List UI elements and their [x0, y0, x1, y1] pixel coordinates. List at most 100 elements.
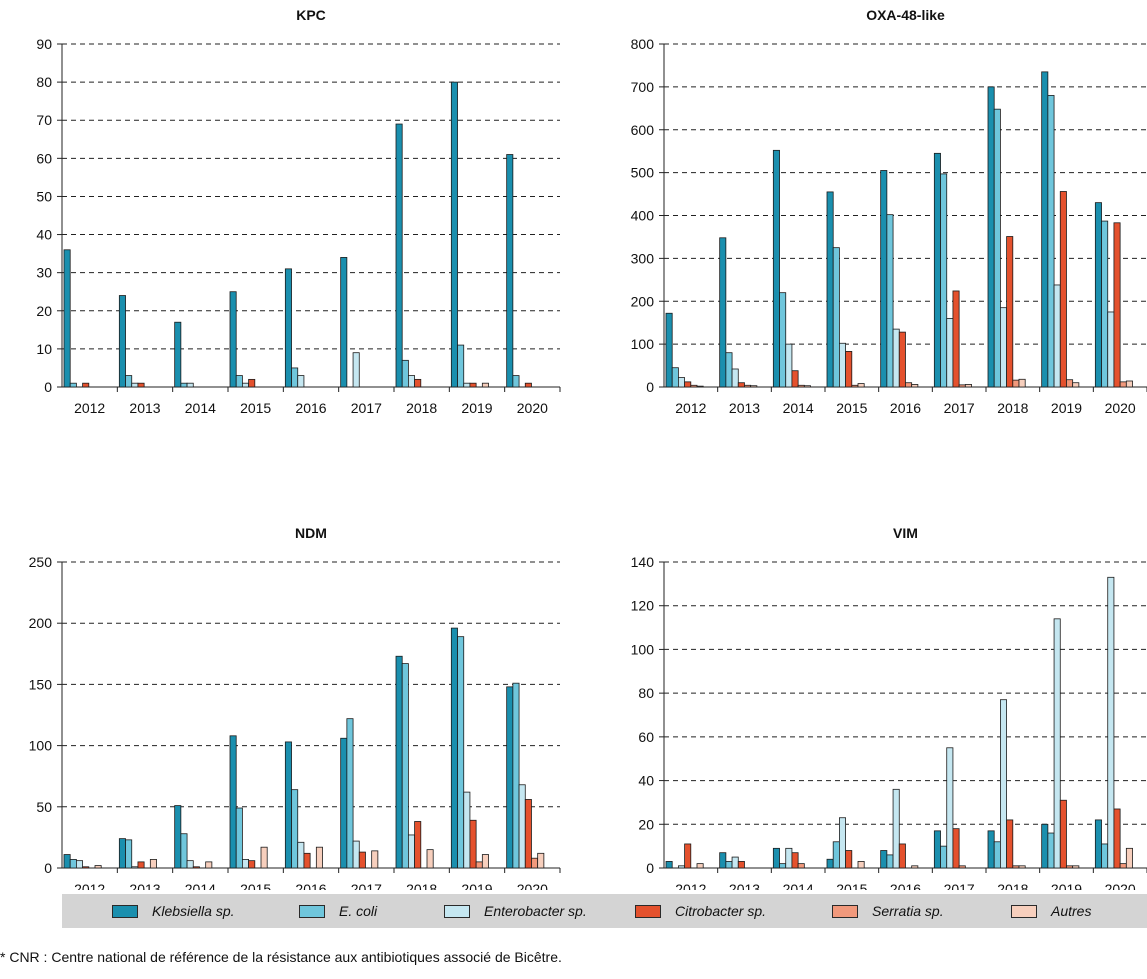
bar-e-coli-2018	[993, 108, 1001, 388]
bar-e-coli-2014	[180, 382, 188, 388]
chart-oxa-48-like: OXA-48-like 0 100 200 300 400 500 600 700 800 2012…	[631, 7, 1147, 416]
bar-klebsiella-sp-2012	[665, 861, 673, 869]
bar-autres-2020	[1125, 847, 1133, 869]
bar-citrobacter-sp-2020	[1113, 222, 1121, 388]
y-tick-label: 100	[631, 641, 655, 657]
y-tick-label: 100	[29, 738, 53, 754]
bar-autres-2018	[426, 849, 434, 869]
y-tick-label: 30	[36, 265, 52, 281]
bar-serratia-sp-2018	[1012, 865, 1020, 869]
bar-citrobacter-sp-2017	[952, 828, 960, 869]
bar-e-coli-2015	[235, 807, 243, 869]
y-tick-label: 700	[631, 79, 655, 95]
bar-citrobacter-sp-2016	[898, 331, 906, 388]
bar-citrobacter-sp-2019	[469, 819, 477, 869]
bar-enterobacter-sp-2016	[297, 841, 305, 869]
legend-label: Serratia sp.	[872, 903, 944, 919]
bar-autres-2019	[481, 854, 489, 869]
bar-klebsiella-sp-2019	[450, 81, 458, 388]
x-tick-label: 2015	[836, 881, 867, 890]
y-tick-label: 50	[36, 188, 52, 204]
bar-enterobacter-sp-2017	[946, 747, 954, 869]
y-tick-label: 200	[631, 293, 655, 309]
bar-e-coli-2015	[235, 375, 243, 388]
bar-e-coli-2018	[993, 841, 1001, 869]
y-tick-label: 20	[36, 303, 52, 319]
bar-e-coli-2013	[725, 352, 733, 388]
y-tick-label: 80	[638, 685, 654, 701]
bar-e-coli-2019	[1047, 95, 1055, 388]
x-tick-label: 2013	[729, 881, 760, 890]
x-tick-label: 2020	[517, 400, 548, 416]
bar-autres-2014	[803, 385, 811, 388]
chart-title: VIM	[893, 525, 918, 541]
bar-enterobacter-sp-2016	[892, 788, 900, 869]
bar-e-coli-2019	[457, 344, 465, 388]
bar-autres-2019	[1072, 382, 1080, 388]
charts-canvas: KPC 0 10 20 30 40 50 60 70 80 90 2012 2013 2014 2015 20…	[29, 7, 1147, 890]
y-tick-label: 60	[638, 729, 654, 745]
bar-citrobacter-sp-2019	[1059, 191, 1067, 388]
bar-citrobacter-sp-2015	[845, 850, 853, 869]
bar-klebsiella-sp-2015	[826, 858, 834, 869]
bar-serratia-sp-2017	[958, 865, 966, 869]
bar-klebsiella-sp-2014	[174, 805, 182, 869]
bar-e-coli-2013	[125, 375, 133, 388]
y-tick-label: 0	[646, 379, 654, 395]
bar-klebsiella-sp-2016	[284, 268, 292, 388]
bar-klebsiella-sp-2017	[933, 152, 941, 388]
y-tick-label: 300	[631, 250, 655, 266]
bar-citrobacter-sp-2016	[898, 843, 906, 869]
bar-serratia-sp-2019	[475, 861, 483, 869]
bar-citrobacter-sp-2013	[137, 382, 145, 388]
legend-item-autres: Autres	[1011, 894, 1091, 928]
bar-citrobacter-sp-2018	[414, 821, 422, 869]
bar-e-coli-2016	[291, 789, 299, 869]
bar-e-coli-2014	[180, 833, 188, 869]
bar-klebsiella-sp-2016	[284, 741, 292, 869]
bar-enterobacter-sp-2014	[186, 860, 194, 869]
bar-citrobacter-sp-2018	[1006, 236, 1014, 388]
bar-klebsiella-sp-2017	[340, 257, 348, 388]
bar-serratia-sp-2014	[797, 384, 805, 388]
x-tick-label: 2016	[295, 400, 326, 416]
bar-klebsiella-sp-2012	[665, 312, 673, 388]
bar-klebsiella-sp-2012	[63, 854, 71, 869]
x-tick-label: 2013	[729, 400, 760, 416]
bar-serratia-sp-2014	[797, 863, 805, 869]
bar-citrobacter-sp-2012	[684, 843, 692, 869]
chart-title: KPC	[296, 7, 326, 23]
bar-enterobacter-sp-2013	[131, 866, 139, 869]
y-tick-label: 60	[36, 150, 52, 166]
bar-citrobacter-sp-2017	[952, 290, 960, 388]
bar-e-coli-2018	[401, 663, 409, 869]
x-tick-label: 2012	[74, 400, 105, 416]
legend-swatch	[1011, 904, 1037, 918]
legend-swatch	[299, 904, 325, 918]
bar-autres-2012	[696, 385, 704, 388]
bar-citrobacter-sp-2019	[469, 382, 477, 388]
bar-e-coli-2016	[886, 214, 894, 388]
bar-klebsiella-sp-2013	[118, 295, 126, 388]
legend-item-citrobacter-sp: Citrobacter sp.	[635, 894, 766, 928]
legend-label: Klebsiella sp.	[152, 903, 235, 919]
bar-citrobacter-sp-2020	[524, 382, 532, 388]
y-tick-label: 100	[631, 336, 655, 352]
bar-serratia-sp-2020	[531, 857, 539, 869]
bar-e-coli-2020	[512, 375, 520, 388]
bar-klebsiella-sp-2015	[229, 291, 237, 388]
bar-citrobacter-sp-2018	[414, 378, 422, 388]
y-tick-label: 80	[36, 74, 52, 90]
bar-e-coli-2012	[671, 367, 679, 388]
legend-label: E. coli	[339, 903, 378, 919]
bar-citrobacter-sp-2019	[1059, 799, 1067, 869]
x-tick-label: 2013	[129, 400, 160, 416]
bar-autres-2015	[857, 861, 865, 869]
y-tick-label: 0	[646, 860, 654, 876]
bar-autres-2018	[1018, 378, 1026, 388]
bar-e-coli-2013	[725, 861, 733, 869]
bar-enterobacter-sp-2012	[76, 860, 84, 869]
y-tick-label: 150	[29, 676, 53, 692]
x-tick-label: 2012	[74, 881, 105, 890]
bar-autres-2017	[964, 384, 972, 388]
